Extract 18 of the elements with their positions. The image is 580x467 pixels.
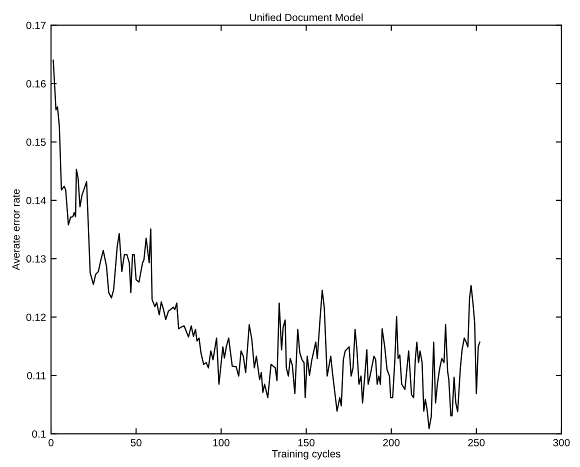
x-tick-label: 0 <box>48 438 54 446</box>
y-tick-label: 0.15 <box>26 138 46 146</box>
chart-title: Unified Document Model <box>250 14 363 22</box>
y-tick-label: 0.16 <box>26 80 46 88</box>
y-tick-label: 0.12 <box>26 314 46 321</box>
x-axis-title: Training cycles <box>272 450 340 460</box>
y-tick-label: 0.17 <box>26 22 46 30</box>
x-tick-label: 50 <box>130 438 142 446</box>
y-tick-label: 0.11 <box>27 372 46 380</box>
x-tick-label: 200 <box>383 438 400 446</box>
y-axis-title: Averate error rate <box>12 189 20 270</box>
y-tick-label: 0.1 <box>32 430 46 438</box>
y-tick-label: 0.14 <box>26 196 46 204</box>
x-tick-label: 300 <box>553 438 570 446</box>
x-tick-label: 150 <box>298 438 315 446</box>
x-tick-label: 250 <box>468 438 485 446</box>
y-tick-label: 0.13 <box>26 255 46 263</box>
x-tick-label: 100 <box>213 438 230 446</box>
